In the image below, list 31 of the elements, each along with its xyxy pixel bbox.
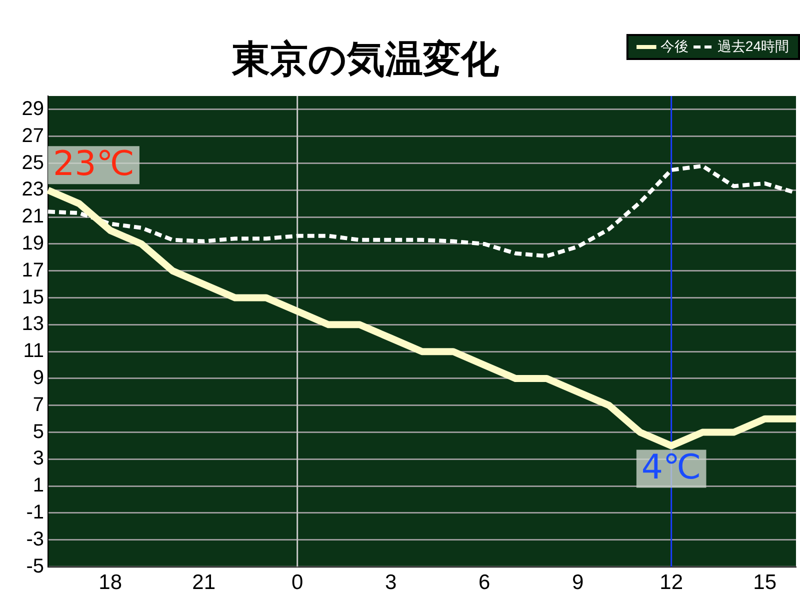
y-tick-label: 15 xyxy=(22,286,44,308)
x-tick-label: 12 xyxy=(660,571,684,594)
x-tick-label: 15 xyxy=(753,571,777,594)
y-tick-label: 25 xyxy=(22,152,44,174)
x-tick-label: 21 xyxy=(192,571,216,594)
y-tick-label: 23 xyxy=(22,178,44,201)
y-tick-label: 7 xyxy=(32,394,44,416)
x-tick-label: 0 xyxy=(291,571,304,594)
y-tick-label: -1 xyxy=(26,502,44,524)
y-tick-label: 29 xyxy=(22,98,44,120)
y-tick-label: -3 xyxy=(26,528,44,550)
y-tick-label: 1 xyxy=(32,474,44,497)
x-tick-label: 18 xyxy=(98,571,122,594)
y-tick-label: 27 xyxy=(22,124,44,147)
y-tick-label: 5 xyxy=(32,420,44,443)
y-tick-label: 9 xyxy=(32,366,44,389)
y-tick-label: 3 xyxy=(32,448,44,470)
annotation: 4℃ xyxy=(641,448,702,488)
y-tick-label: 13 xyxy=(22,313,44,336)
chart-title: 東京の気温変化 xyxy=(232,36,499,82)
y-tick-label: 19 xyxy=(22,232,44,254)
legend-label: 過去24時間 xyxy=(717,38,790,54)
y-tick-label: 11 xyxy=(23,340,44,362)
legend-label: 今後 xyxy=(660,38,688,54)
x-tick-label: 6 xyxy=(478,571,490,594)
x-tick-label: 3 xyxy=(384,571,397,594)
y-tick-label: 21 xyxy=(22,206,44,228)
x-tick-label: 9 xyxy=(572,571,584,594)
annotation: 23℃ xyxy=(53,144,134,184)
y-tick-label: -5 xyxy=(26,555,44,578)
y-tick-label: 17 xyxy=(22,259,44,282)
